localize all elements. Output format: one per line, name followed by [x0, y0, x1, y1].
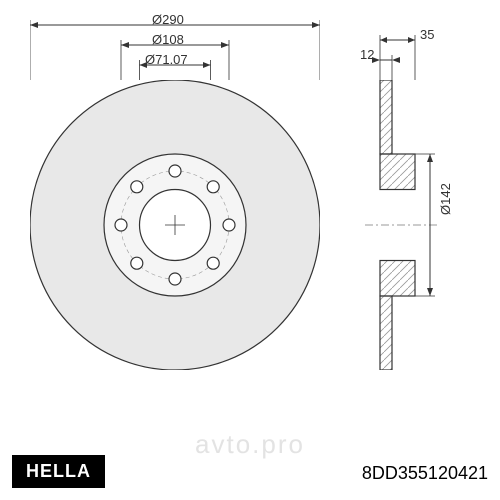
dim-total-width: 35 — [420, 27, 434, 42]
dim-bolt-circle: Ø108 — [152, 32, 184, 47]
brand-logo: HELLA — [12, 455, 105, 488]
dim-outer-diameter: Ø290 — [152, 12, 184, 27]
dim-hub-diameter: Ø142 — [438, 183, 453, 215]
dim-center-bore: Ø71.07 — [145, 52, 188, 67]
side-view — [360, 80, 460, 370]
dim-disc-thickness: 12 — [360, 47, 374, 62]
watermark-text: avto.pro — [195, 429, 305, 460]
side-top-dimensions — [360, 25, 460, 80]
front-view — [30, 80, 320, 370]
diagram-container: Ø290 Ø108 Ø71.07 — [0, 0, 500, 500]
part-number-label: 8DD355120421 — [362, 463, 488, 484]
